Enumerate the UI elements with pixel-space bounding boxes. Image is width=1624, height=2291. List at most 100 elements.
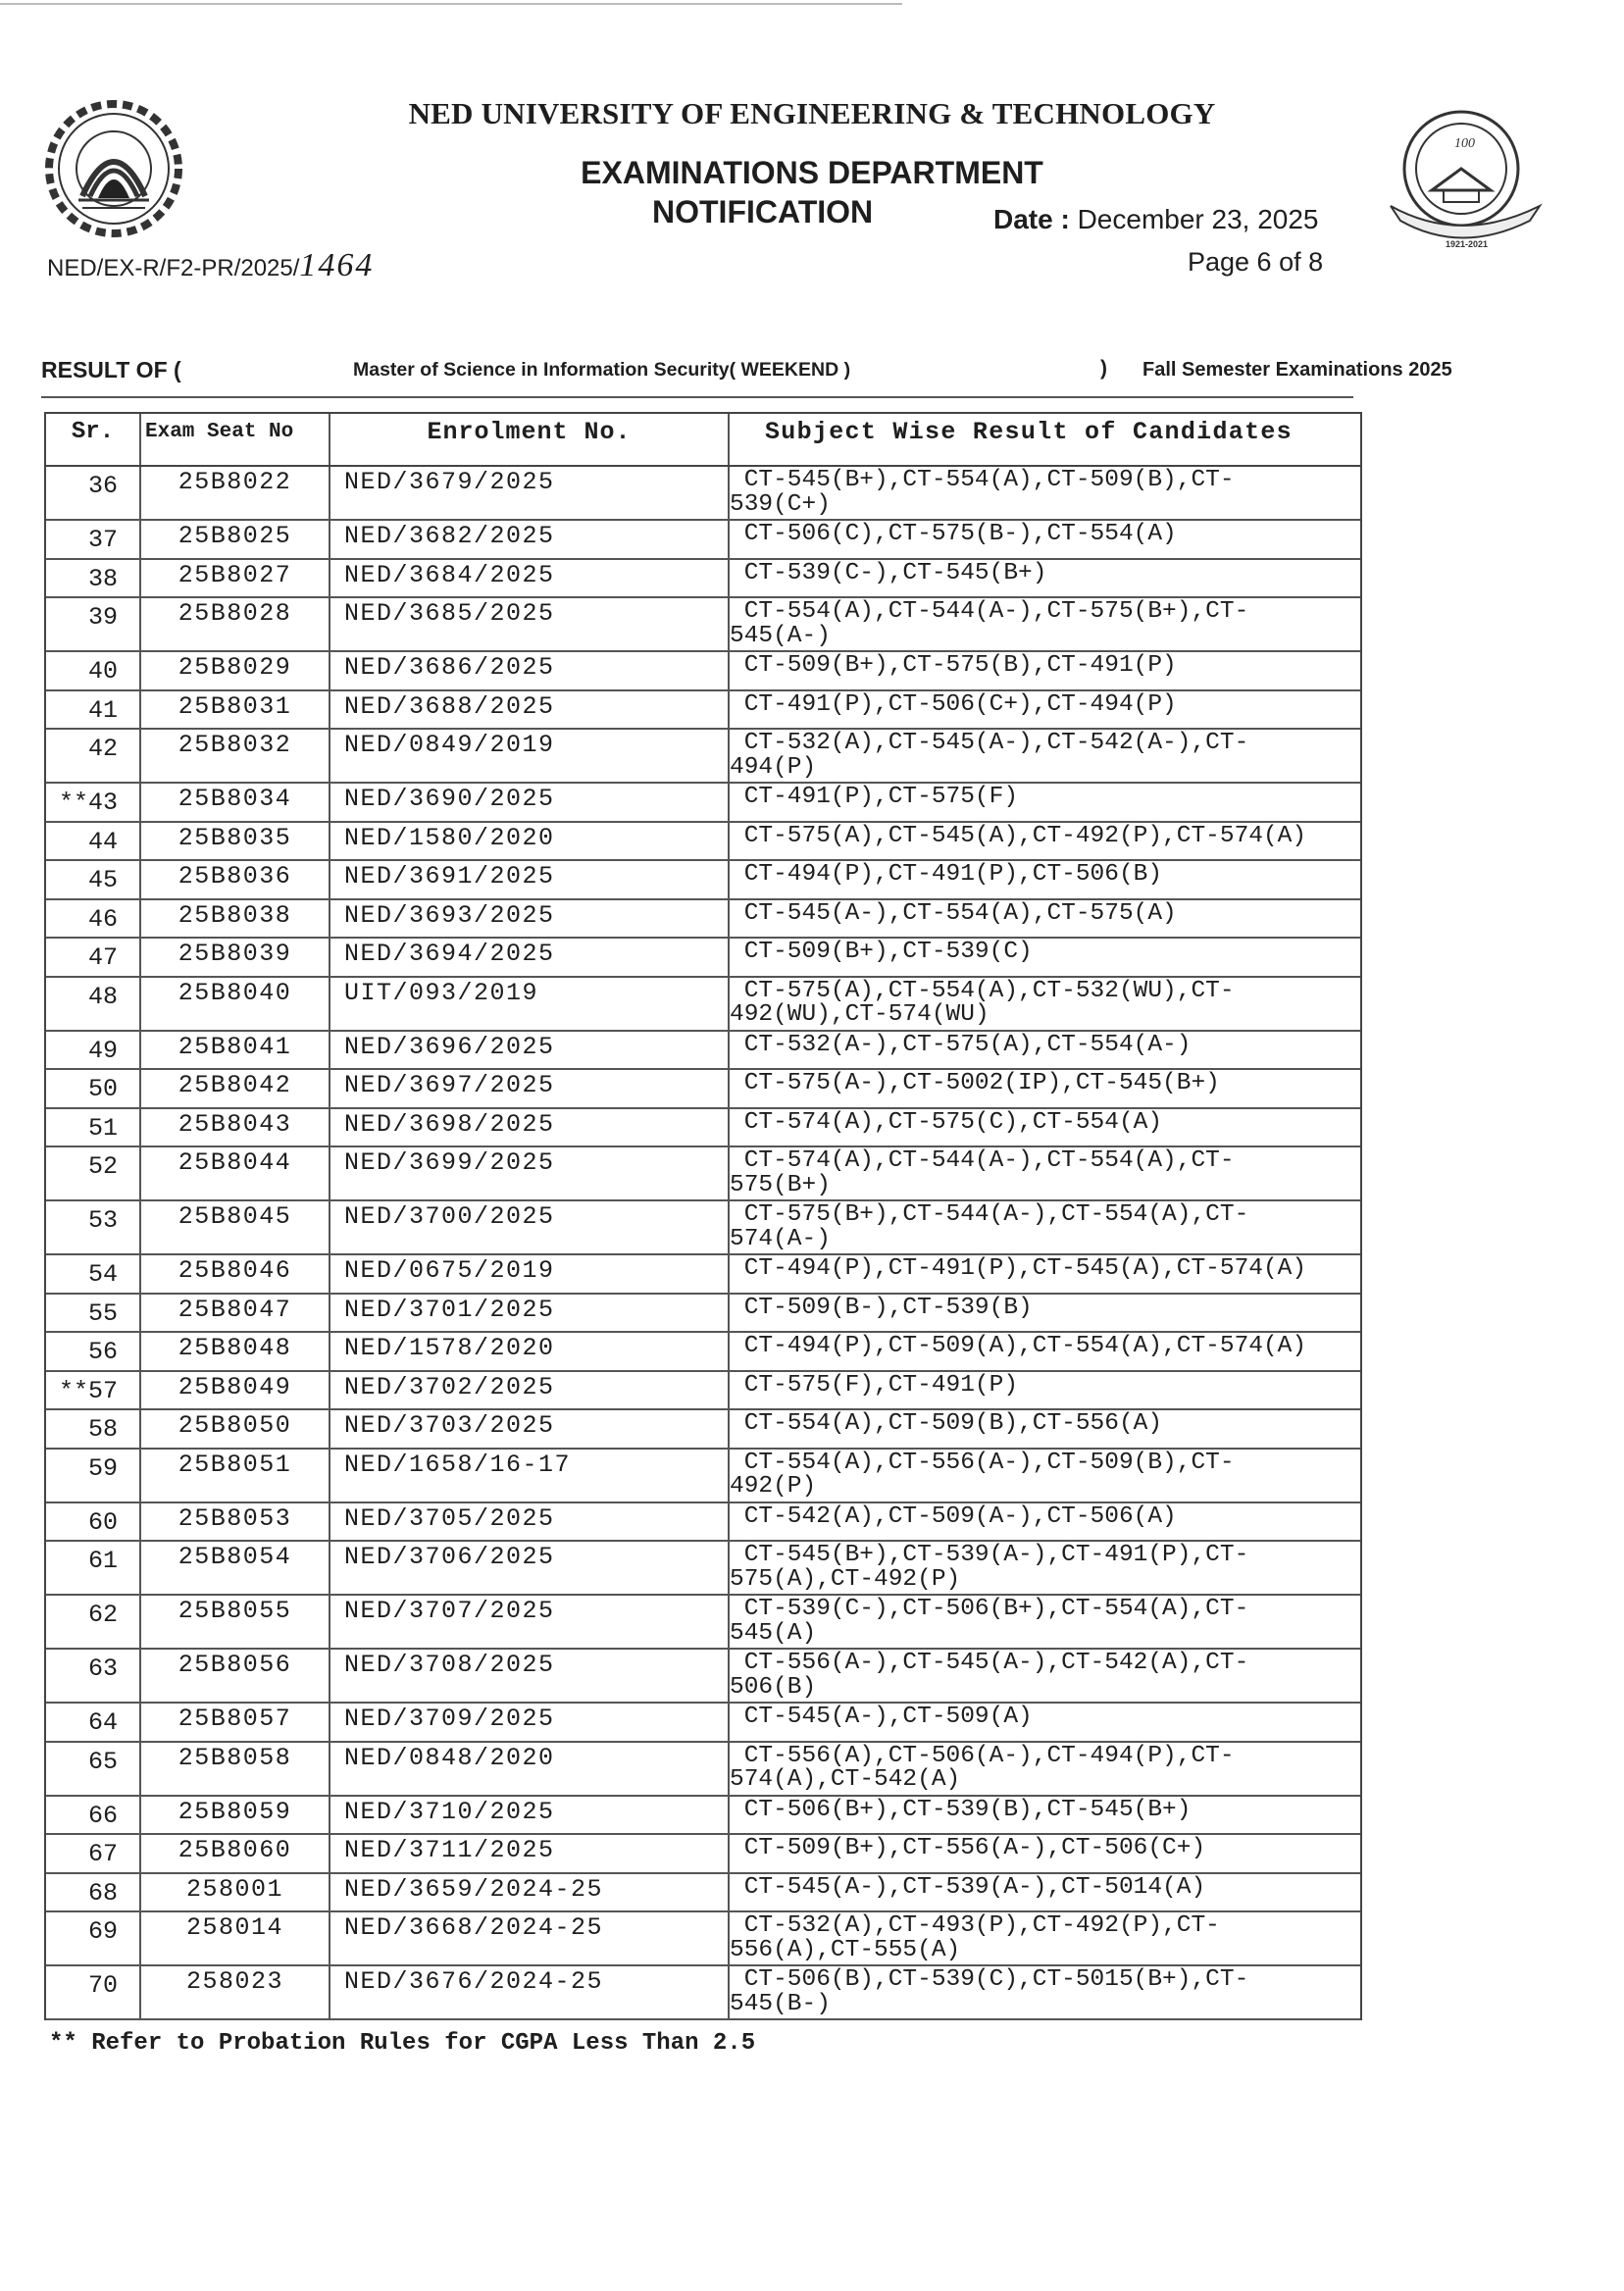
enrolment-cell: NED/3699/2025 [330, 1147, 730, 1199]
sr-number: 36 [87, 472, 118, 500]
sr-number: 42 [87, 735, 118, 763]
result-text: CT-545(A-),CT-509(A) [743, 1704, 1033, 1730]
sr-number: 40 [87, 657, 118, 686]
table-row: 56 25B8048 NED/1578/2020 CT-494(P),CT-509(A… [46, 1333, 1360, 1372]
enrolment-cell: NED/3708/2025 [330, 1650, 730, 1702]
result-cell: CT-509(B+),CT-556(A-),CT-506(C+) [730, 1835, 1360, 1872]
sr-cell: 68 [46, 1873, 141, 1910]
result-text: CT-494(P),CT-491(P),CT-545(A),CT-574(A) [743, 1255, 1307, 1282]
result-cell: CT-575(F),CT-491(P) [730, 1372, 1360, 1409]
exam-name: Fall Semester Examinations 2025 [1142, 359, 1452, 381]
sr-number: 60 [87, 1507, 118, 1537]
table-row: 47 25B8039 NED/3694/2025 CT-509(B+),CT-539(… [46, 939, 1360, 978]
table-row: 51 25B8043 NED/3698/2025 CT-574(A),CT-575(C… [46, 1108, 1360, 1147]
result-cell: CT-494(P),CT-509(A),CT-554(A),CT-574(A) [730, 1333, 1360, 1370]
seat-no-cell: 25B8060 [141, 1835, 330, 1872]
sr-number: 55 [87, 1298, 118, 1328]
table-header: Sr. Exam Seat No Enrolment No. Subject W… [46, 414, 1360, 467]
result-of-close: ) [1100, 357, 1107, 380]
result-cell: CT-491(P),CT-506(C+),CT-494(P) [730, 691, 1360, 729]
table-row: 63 25B8056 NED/3708/2025 CT-556(A-),CT-545(… [46, 1650, 1360, 1704]
sr-cell: 44 [46, 822, 141, 859]
sr-number: 57 [87, 1376, 118, 1405]
enrolment-cell: NED/3711/2025 [330, 1835, 730, 1872]
seat-no-cell: 25B8040 [141, 977, 330, 1030]
enrolment-cell: NED/3703/2025 [330, 1410, 730, 1448]
seat-no-cell: 25B8059 [141, 1796, 330, 1833]
sr-number: 41 [87, 695, 118, 725]
reference-number: NED/EX-R/F2-PR/2025/1464 [47, 247, 374, 284]
result-cell: CT-509(B-),CT-539(B) [730, 1295, 1360, 1332]
sr-number: 56 [87, 1338, 118, 1366]
table-row: 62 25B8055 NED/3707/2025 CT-539(C-),CT-506(… [46, 1596, 1360, 1650]
seat-no-cell: 25B8034 [141, 784, 330, 821]
seat-no-cell: 25B8035 [141, 822, 330, 859]
sr-number: 58 [87, 1415, 118, 1444]
table-row: 37 25B8025 NED/3682/2025 CT-506(C),CT-575(B… [46, 521, 1360, 560]
result-cell: CT-491(P),CT-575(F) [730, 784, 1360, 821]
date-label: Date : [993, 204, 1070, 234]
result-cell: CT-554(A),CT-544(A-),CT-575(B+),CT-545(A… [730, 598, 1360, 650]
table-row: **57 25B8049 NED/3702/2025 CT-575(F),CT-491… [46, 1371, 1360, 1410]
table-row: 60 25B8053 NED/3705/2025 CT-542(A),CT-509(A… [46, 1502, 1360, 1542]
enrolment-cell: NED/3705/2025 [330, 1502, 730, 1540]
seat-no-cell: 25B8025 [141, 521, 330, 558]
sr-cell: 60 [46, 1502, 141, 1540]
table-section: Sr. Exam Seat No Enrolment No. Subject W… [44, 412, 1362, 2058]
result-cell: CT-574(A),CT-575(C),CT-554(A) [730, 1109, 1360, 1146]
sr-number: 66 [87, 1801, 118, 1830]
enrolment-cell: NED/3691/2025 [330, 861, 730, 898]
enrolment-cell: UIT/093/2019 [330, 977, 730, 1030]
enrolment-cell: NED/1658/16-17 [330, 1449, 730, 1502]
seat-no-cell: 25B8038 [141, 899, 330, 937]
sr-cell: **43 [46, 784, 141, 821]
sr-number: 43 [87, 789, 118, 817]
result-text: CT-545(B+),CT-554(A),CT-509(B),CT-539(C+… [730, 467, 1235, 518]
sr-number: 53 [87, 1206, 118, 1235]
table-row: 59 25B8051 NED/1658/16-17 CT-554(A),CT-556(… [46, 1449, 1360, 1503]
table-row: 39 25B8028 NED/3685/2025 CT-554(A),CT-544(A… [46, 598, 1360, 652]
result-text: CT-575(A),CT-554(A),CT-532(WU),CT-492(WU… [730, 977, 1235, 1028]
sr-cell: 67 [46, 1835, 141, 1872]
sr-number: 51 [87, 1113, 118, 1143]
seat-no-cell: 25B8048 [141, 1333, 330, 1370]
sr-cell: 69 [46, 1912, 141, 1964]
seat-no-cell: 25B8053 [141, 1502, 330, 1540]
sr-number: 64 [87, 1708, 118, 1737]
result-text: CT-506(B+),CT-539(B),CT-545(B+) [743, 1796, 1192, 1823]
column-header-seat-no: Exam Seat No [141, 414, 330, 465]
result-cell: CT-494(P),CT-491(P),CT-545(A),CT-574(A) [730, 1255, 1360, 1293]
result-text: CT-545(A-),CT-554(A),CT-575(A) [743, 899, 1177, 927]
sr-cell: 41 [46, 690, 141, 728]
table-row: 48 25B8040 UIT/093/2019 CT-575(A),CT-554(A)… [46, 977, 1360, 1032]
sr-number: 45 [87, 866, 118, 894]
column-header-enrolment: Enrolment No. [330, 414, 730, 465]
result-text: CT-491(P),CT-575(F) [743, 784, 1019, 810]
results-table: Sr. Exam Seat No Enrolment No. Subject W… [44, 412, 1362, 2020]
table-row: 53 25B8045 NED/3700/2025 CT-575(B+),CT-544(… [46, 1201, 1360, 1255]
result-cell: CT-545(B+),CT-539(A-),CT-491(P),CT-575(A… [730, 1542, 1360, 1594]
sr-cell: 59 [46, 1449, 141, 1502]
sr-cell: 45 [46, 861, 141, 898]
column-header-result: Subject Wise Result of Candidates [765, 418, 1293, 446]
enrolment-cell: NED/3682/2025 [330, 521, 730, 558]
result-cell: CT-506(B+),CT-539(B),CT-545(B+) [730, 1797, 1360, 1834]
table-row: 58 25B8050 NED/3703/2025 CT-554(A),CT-509(B… [46, 1410, 1360, 1450]
enrolment-cell: NED/1580/2020 [330, 822, 730, 859]
enrolment-cell: NED/3694/2025 [330, 939, 730, 976]
sr-number: 68 [87, 1878, 118, 1908]
result-text: CT-494(P),CT-491(P),CT-506(B) [743, 861, 1163, 888]
enrolment-cell: NED/3707/2025 [330, 1596, 730, 1648]
sr-cell: 36 [46, 467, 141, 519]
table-row: 44 25B8035 NED/1580/2020 CT-575(A),CT-545(A… [46, 822, 1360, 861]
result-of-label: RESULT OF ( [41, 357, 181, 382]
result-cell: CT-575(A-),CT-5002(IP),CT-545(B+) [730, 1070, 1360, 1107]
enrolment-cell: NED/3697/2025 [330, 1070, 730, 1107]
seat-no-cell: 25B8036 [141, 861, 330, 898]
seat-no-cell: 25B8055 [141, 1596, 330, 1648]
seat-no-cell: 25B8032 [141, 730, 330, 782]
enrolment-cell: NED/3706/2025 [330, 1542, 730, 1594]
enrolment-cell: NED/3690/2025 [330, 784, 730, 821]
table-row: 41 25B8031 NED/3688/2025 CT-491(P),CT-506(C… [46, 690, 1360, 730]
sr-cell: 56 [46, 1333, 141, 1370]
